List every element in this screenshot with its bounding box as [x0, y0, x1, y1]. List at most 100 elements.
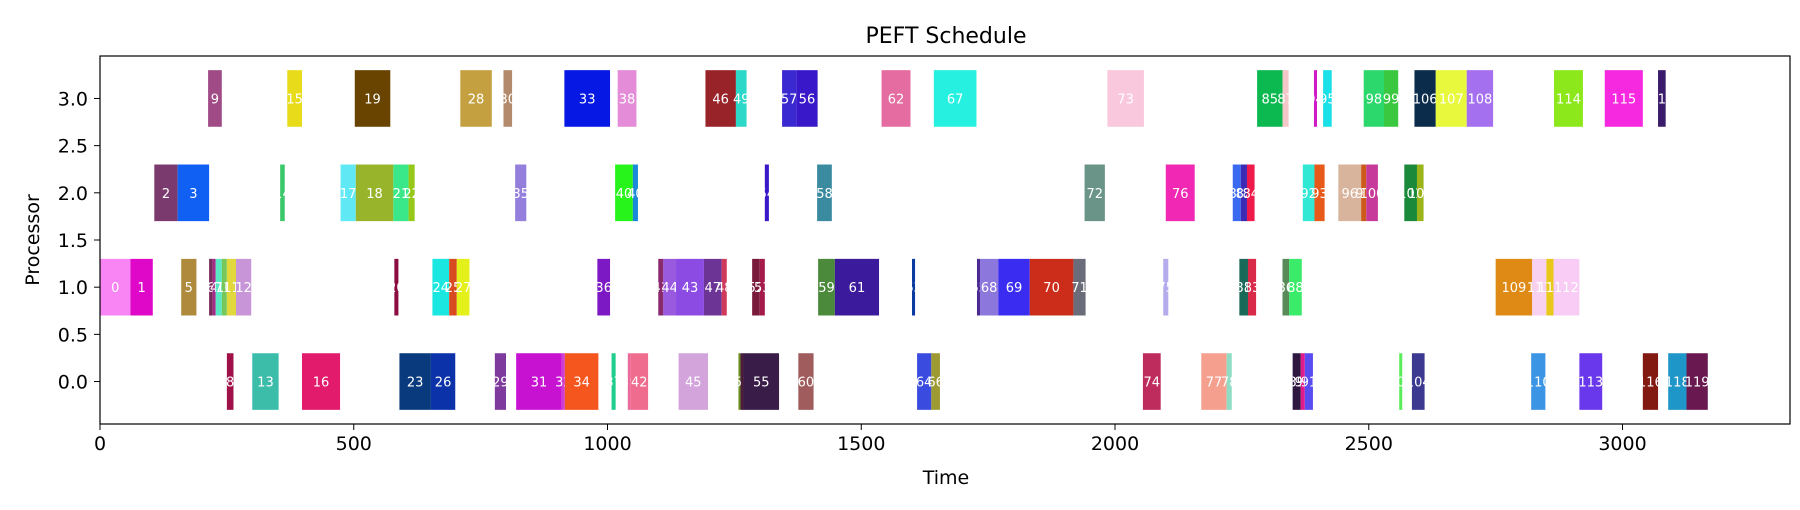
- task-label: 66: [927, 376, 944, 391]
- task-bar: [1658, 70, 1666, 127]
- y-tick-label: 1.0: [58, 277, 88, 299]
- task-bar: [1163, 258, 1169, 316]
- task-bar: [209, 258, 213, 316]
- task-bar: [1084, 164, 1105, 222]
- task-label: 9: [211, 92, 219, 107]
- task-label: 101: [1398, 187, 1423, 202]
- task-bar: [1226, 353, 1232, 410]
- task-bar: [632, 164, 638, 222]
- task-label: 117: [1649, 92, 1674, 107]
- task-label: 56: [799, 92, 816, 107]
- x-tick-label: 1000: [583, 433, 631, 455]
- task-bar: [432, 258, 450, 316]
- task-label: 58: [816, 187, 833, 202]
- x-tick-label: 500: [336, 433, 372, 455]
- task-label: 30: [500, 92, 517, 107]
- task-label: 13: [257, 376, 274, 391]
- task-label: 87: [1277, 92, 1294, 107]
- task-bar: [1532, 258, 1547, 316]
- task-label: 5: [185, 281, 193, 296]
- task-label: 100: [1360, 187, 1385, 202]
- task-bar: [1554, 70, 1583, 127]
- task-label: 60: [798, 376, 815, 391]
- task-label: 96: [1341, 187, 1358, 202]
- task-bar: [1466, 70, 1494, 127]
- task-bar: [252, 353, 279, 410]
- task-label: 98: [1366, 92, 1383, 107]
- task-label: 28: [468, 92, 485, 107]
- task-label: 45: [685, 376, 702, 391]
- task-bar: [1300, 353, 1305, 410]
- task-label: 114: [1556, 92, 1581, 107]
- y-tick-label: 0.5: [58, 324, 88, 346]
- task-label: 99: [1383, 92, 1400, 107]
- task-bar: [764, 164, 769, 222]
- task-bar: [460, 70, 492, 127]
- task-label: 110: [1526, 376, 1551, 391]
- task-label: 112: [1554, 281, 1579, 296]
- y-axis-label: Processor: [22, 194, 44, 286]
- task-label: 18: [366, 187, 383, 202]
- task-label: 93: [1311, 187, 1328, 202]
- task-label: 107: [1439, 92, 1464, 107]
- task-label: 24: [433, 281, 450, 296]
- task-label: 78: [1221, 376, 1238, 391]
- task-bar: [1239, 258, 1248, 316]
- chart-title: PEFT Schedule: [866, 24, 1027, 49]
- task-bar: [782, 70, 797, 127]
- task-bar: [564, 70, 611, 127]
- task-bar: [931, 353, 940, 410]
- task-label: 69: [1006, 281, 1023, 296]
- task-bar: [752, 258, 760, 316]
- task-label: 84: [1242, 187, 1259, 202]
- x-tick-label: 3000: [1598, 433, 1646, 455]
- task-label: 21: [393, 187, 410, 202]
- task-bar: [408, 164, 415, 222]
- x-tick-label: 2000: [1091, 433, 1139, 455]
- task-label: 42: [631, 376, 648, 391]
- task-bar: [1579, 353, 1603, 410]
- task-bar: [1399, 353, 1403, 410]
- task-label: 26: [435, 376, 452, 391]
- task-bar: [738, 353, 741, 410]
- task-bar: [1553, 258, 1580, 316]
- task-label: 6: [207, 281, 215, 296]
- y-tick-label: 0.0: [58, 372, 88, 394]
- task-label: 88: [1287, 281, 1304, 296]
- task-bar: [1686, 353, 1708, 410]
- task-bar: [236, 258, 252, 316]
- task-bar: [740, 353, 744, 410]
- task-bar: [1304, 353, 1313, 410]
- task-label: 75: [1157, 281, 1174, 296]
- y-axis: 0.0 0.5 1.0 1.5 2.0 2.5 3.0: [58, 88, 100, 394]
- task-bar: [933, 70, 977, 127]
- task-label: 1: [137, 281, 145, 296]
- task-label: 14: [274, 187, 291, 202]
- task-bar: [759, 258, 765, 316]
- task-bar: [1246, 164, 1255, 222]
- task-label: 49: [733, 92, 750, 107]
- task-label: 15: [286, 92, 303, 107]
- task-bar: [1383, 70, 1399, 127]
- x-tick-label: 1500: [837, 433, 885, 455]
- task-bar: [393, 164, 409, 222]
- task-bar: [615, 164, 633, 222]
- task-bar: [1404, 164, 1417, 222]
- task-label: 104: [1406, 376, 1431, 391]
- task-label: 77: [1206, 376, 1223, 391]
- task-label: 38: [619, 92, 636, 107]
- task-label: 61: [849, 281, 866, 296]
- task-bar: [1107, 70, 1144, 127]
- task-label: 29: [492, 376, 509, 391]
- task-label: 94: [1307, 92, 1324, 107]
- task-label: 113: [1578, 376, 1603, 391]
- task-label: 19: [364, 92, 381, 107]
- task-bar: [355, 164, 394, 222]
- task-label: 36: [595, 281, 612, 296]
- task-label: 109: [1502, 281, 1527, 296]
- task-label: 74: [1144, 376, 1161, 391]
- task-label: 2: [162, 187, 170, 202]
- task-bar: [1668, 353, 1687, 410]
- task-bar: [1495, 258, 1533, 316]
